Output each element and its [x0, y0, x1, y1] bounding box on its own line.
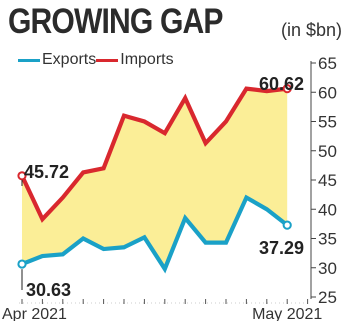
- legend-label-exports: Exports: [42, 51, 97, 68]
- y-tick-label-30: 30: [318, 259, 337, 278]
- legend-item-exports: Exports: [18, 51, 96, 69]
- point-imports-0: [17, 171, 27, 181]
- point-imports-13: [282, 84, 292, 94]
- legend-swatch-imports: [96, 58, 119, 62]
- x-tick-label-0: Apr 2021: [2, 306, 67, 321]
- annotation-imports-13: 60.62: [259, 74, 304, 94]
- point-exports-0: [17, 259, 27, 269]
- legend-item-imports: Imports: [96, 51, 174, 69]
- legend: Exports Imports: [18, 50, 174, 70]
- y-tick-label-65: 65: [318, 54, 337, 73]
- annotation-exports-13: 37.29: [259, 238, 304, 258]
- gap-fill-area: [22, 88, 288, 269]
- legend-label-imports: Imports: [120, 51, 174, 68]
- series-line-imports: [20, 86, 288, 223]
- annotation-imports-0: 45.72: [24, 162, 69, 182]
- y-tick-label-40: 40: [318, 200, 337, 219]
- y-tick-label-50: 50: [318, 142, 337, 161]
- y-tick-label-60: 60: [318, 83, 337, 102]
- series-line-exports: [21, 194, 289, 274]
- y-tick-label-35: 35: [318, 230, 337, 249]
- y-tick-label-45: 45: [318, 171, 337, 190]
- y-tick-label-25: 25: [318, 288, 337, 307]
- annotation-exports-0: 30.63: [26, 280, 71, 300]
- y-tick-label-55: 55: [318, 113, 337, 132]
- legend-swatch-exports: [18, 58, 40, 62]
- point-exports-13: [282, 220, 292, 230]
- unit-label: (in $bn): [280, 20, 342, 40]
- x-tick-label-1: May 2021: [252, 306, 322, 321]
- chart-title: GROWING GAP: [8, 2, 223, 41]
